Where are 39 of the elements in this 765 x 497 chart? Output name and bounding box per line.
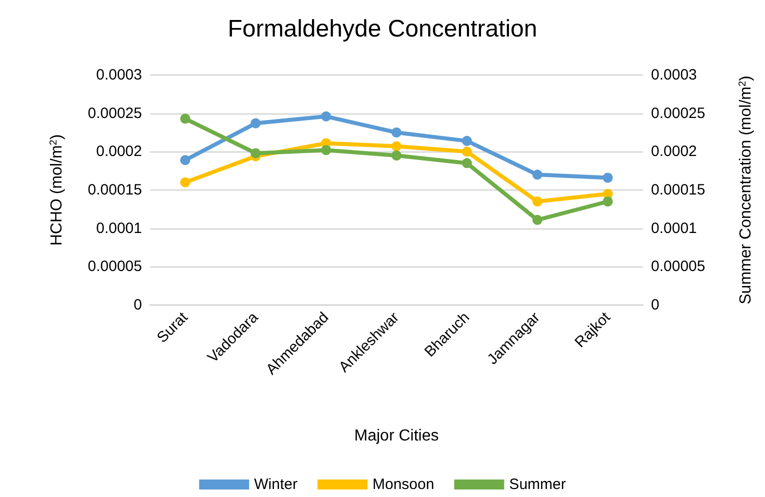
- y2-tick-label: 0: [651, 296, 660, 314]
- y-tick-label: 0.00025: [88, 104, 142, 122]
- y-tick-label: 0.00015: [88, 182, 142, 198]
- point: [250, 118, 261, 128]
- y2-axis-title: Summer Concentration (mol/m2): [738, 76, 754, 304]
- point: [321, 145, 332, 156]
- point: [602, 196, 613, 206]
- y-axis-title: HCHO (mol/m2): [48, 134, 66, 246]
- point: [532, 170, 542, 180]
- point: [532, 214, 542, 225]
- x-axis-title: Major Cities: [354, 428, 439, 444]
- point: [180, 177, 190, 188]
- point: [392, 128, 402, 138]
- y2-tick-label: 0.00005: [651, 258, 706, 276]
- point: [180, 155, 190, 166]
- y2-tick-label: 0.00025: [651, 104, 706, 122]
- y-tick-label: 0.00005: [88, 258, 142, 276]
- y-tick-label: 0.0001: [96, 220, 142, 237]
- legend-label: Winter: [254, 476, 298, 493]
- point: [392, 141, 402, 152]
- legend-label: Summer: [509, 476, 566, 493]
- y-tick-label: 0: [134, 296, 142, 314]
- y-tick-label: 0.0002: [96, 143, 142, 160]
- y2-tick-label: 0.0003: [651, 66, 697, 84]
- point: [321, 111, 332, 122]
- point: [250, 148, 261, 158]
- point: [602, 172, 613, 183]
- chart-title: Formaldehyde Concentration: [228, 16, 538, 42]
- point: [180, 114, 190, 124]
- point: [462, 146, 472, 157]
- y2-tick-label: 0.00015: [651, 182, 706, 198]
- y-tick-label: 0.0003: [96, 66, 142, 84]
- point: [392, 150, 402, 160]
- point: [532, 196, 542, 206]
- legend-label: Monsoon: [372, 476, 434, 493]
- point: [462, 158, 472, 168]
- y2-tick-label: 0.0002: [651, 143, 697, 160]
- y2-tick-label: 0.0001: [651, 220, 697, 237]
- point: [462, 136, 472, 146]
